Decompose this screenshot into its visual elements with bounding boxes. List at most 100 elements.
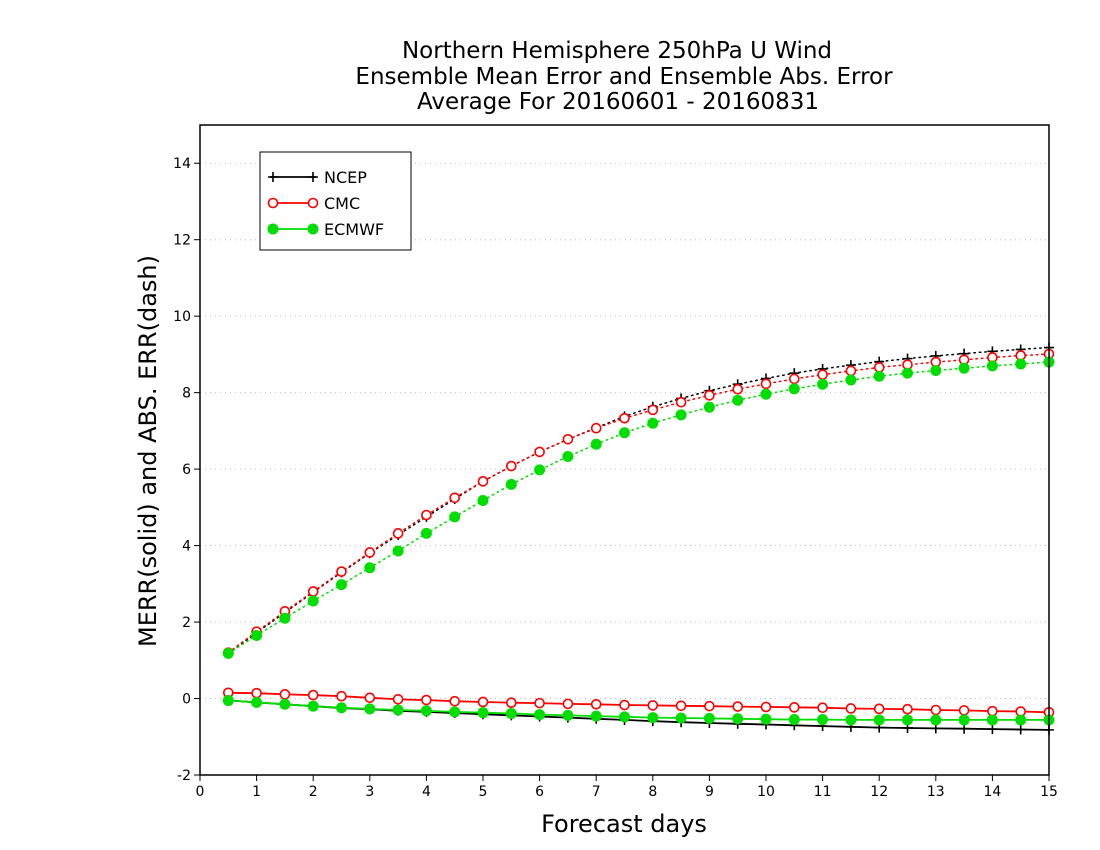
cmc-abs-error-point bbox=[873, 362, 885, 373]
cmc-mean-error-point bbox=[647, 700, 659, 711]
cmc-mean-error-point bbox=[534, 697, 545, 709]
cmc-mean-error-point bbox=[817, 702, 828, 714]
cmc-mean-error-point bbox=[279, 689, 291, 700]
ecmwf-abs-error-point bbox=[449, 511, 461, 523]
y-tick-label: 12 bbox=[173, 233, 191, 249]
cmc-abs-error-line bbox=[227, 353, 1050, 654]
cmc-mean-error-point bbox=[902, 703, 913, 715]
cmc-abs-error-point bbox=[392, 528, 404, 539]
legend-marker-cmc bbox=[307, 197, 319, 209]
y-tick-label: 8 bbox=[182, 386, 191, 402]
ecmwf-mean-error-point bbox=[477, 707, 489, 719]
cmc-abs-error-point bbox=[647, 404, 659, 416]
x-tick-label: 4 bbox=[422, 784, 431, 800]
cmc-abs-error-point bbox=[449, 492, 461, 504]
ecmwf-mean-error-point bbox=[392, 704, 404, 716]
ecmwf-mean-error-point bbox=[703, 712, 715, 724]
cmc-abs-error-point bbox=[619, 412, 630, 424]
ecmwf-mean-error-point bbox=[251, 696, 263, 708]
ecmwf-abs-error-point bbox=[1015, 358, 1027, 370]
ecmwf-abs-error-point bbox=[279, 612, 291, 624]
ecmwf-mean-error-point bbox=[930, 714, 942, 726]
cmc-mean-error-point bbox=[251, 687, 262, 699]
ecmwf-abs-error-point bbox=[703, 401, 715, 413]
cmc-mean-error-point bbox=[336, 690, 347, 702]
cmc-mean-error-point bbox=[732, 701, 744, 712]
y-tick-label: 14 bbox=[173, 156, 191, 172]
x-tick-label: 12 bbox=[870, 784, 888, 800]
series-layer bbox=[222, 342, 1055, 735]
ecmwf-mean-error-point bbox=[364, 703, 376, 715]
cmc-abs-error-point bbox=[336, 566, 347, 577]
x-tick-label: 1 bbox=[252, 784, 261, 800]
cmc-mean-error-point bbox=[788, 702, 800, 713]
ecmwf-abs-error-point bbox=[930, 364, 942, 376]
series-ecmwf bbox=[222, 356, 1055, 726]
cmc-mean-error-point bbox=[958, 705, 970, 716]
cmc-abs-error-point bbox=[817, 369, 828, 380]
ecmwf-abs-error-point bbox=[619, 427, 630, 439]
cmc-abs-error-point bbox=[364, 547, 376, 558]
series-ncep bbox=[223, 342, 1054, 735]
x-axis: 0 1 2 3 4 5 6 7 8 9 10 11 12 13 14 15 bbox=[196, 775, 1058, 800]
ecmwf-abs-error-point bbox=[307, 595, 319, 607]
x-tick-label: 15 bbox=[1040, 784, 1058, 800]
ecmwf-abs-error-point bbox=[958, 362, 970, 374]
ecmwf-abs-error-point bbox=[477, 494, 489, 506]
ecmwf-abs-error-point bbox=[647, 417, 659, 429]
ecmwf-mean-error-point bbox=[647, 712, 659, 724]
x-tick-label: 13 bbox=[927, 784, 945, 800]
cmc-abs-error-point bbox=[760, 378, 772, 390]
ecmwf-abs-error-point bbox=[222, 647, 234, 659]
cmc-mean-error-point bbox=[421, 694, 432, 706]
legend-label-ncep: NCEP bbox=[324, 168, 367, 187]
ecmwf-abs-error-point bbox=[590, 438, 602, 450]
ecmwf-mean-error-point bbox=[675, 712, 687, 724]
plot-area-frame bbox=[199, 124, 1050, 776]
ecmwf-mean-error-point bbox=[449, 706, 461, 718]
ecmwf-abs-error-point bbox=[845, 374, 857, 386]
ecmwf-abs-error-point bbox=[420, 527, 432, 539]
ecmwf-abs-error-point bbox=[534, 464, 546, 476]
legend-box bbox=[259, 151, 412, 251]
y-tick-label: 10 bbox=[173, 309, 191, 325]
cmc-mean-error-point bbox=[760, 701, 772, 713]
chart-title-line-1: Northern Hemisphere 250hPa U Wind bbox=[402, 38, 832, 64]
cmc-abs-error-point bbox=[732, 383, 744, 395]
ecmwf-abs-error-point bbox=[986, 360, 998, 372]
cmc-mean-error-point bbox=[307, 689, 319, 701]
ecmwf-abs-error-point bbox=[392, 545, 404, 557]
cmc-abs-error-point bbox=[505, 460, 517, 472]
ecmwf-mean-error-point bbox=[760, 713, 772, 725]
y-tick-label: 4 bbox=[182, 539, 191, 555]
ecmwf-abs-error-point bbox=[251, 629, 263, 641]
ecmwf-mean-error-point bbox=[307, 700, 319, 712]
cmc-mean-error-point bbox=[477, 696, 489, 708]
ecmwf-abs-error-point bbox=[675, 409, 687, 421]
cmc-abs-error-point bbox=[307, 586, 319, 597]
ecmwf-abs-error-point bbox=[760, 388, 772, 400]
ecmwf-mean-error-point bbox=[619, 711, 630, 723]
cmc-mean-error-point bbox=[505, 697, 517, 709]
cmc-mean-error-point bbox=[930, 704, 942, 716]
y-axis-label: MERR(solid) and ABS. ERR(dash) bbox=[134, 255, 162, 647]
cmc-mean-error-point bbox=[590, 698, 602, 710]
cmc-abs-error-point bbox=[675, 396, 687, 408]
cmc-abs-error-point bbox=[590, 422, 602, 434]
x-tick-label: 11 bbox=[814, 784, 832, 800]
cmc-mean-error-point bbox=[619, 699, 630, 711]
cmc-mean-error-point bbox=[675, 700, 687, 712]
ecmwf-mean-error-point bbox=[902, 714, 913, 726]
ncep-abs-error-line bbox=[227, 346, 1050, 655]
x-tick-label: 0 bbox=[196, 784, 205, 800]
ecmwf-mean-error-point bbox=[958, 714, 970, 726]
x-tick-label: 2 bbox=[309, 784, 318, 800]
ecmwf-mean-error-point bbox=[534, 709, 546, 721]
x-tick-label: 3 bbox=[365, 784, 374, 800]
legend-marker-ecmwf bbox=[267, 223, 279, 235]
gridlines bbox=[200, 162, 1049, 776]
ncep-mean-error-point bbox=[1015, 724, 1026, 735]
x-tick-label: 14 bbox=[983, 784, 1001, 800]
cmc-mean-error-point bbox=[364, 692, 376, 704]
ecmwf-abs-error-point bbox=[873, 370, 885, 382]
